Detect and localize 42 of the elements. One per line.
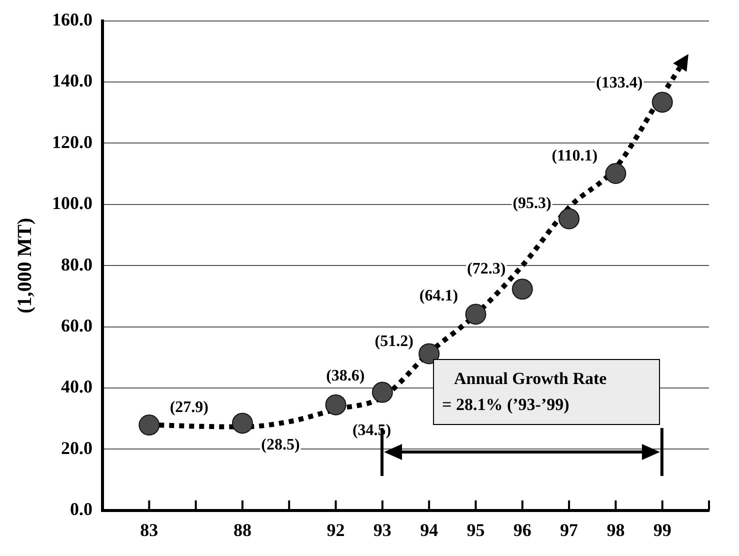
y-tick-label: 80.0 [61, 254, 92, 274]
point [465, 304, 486, 325]
annotation: = 28.1% (’93-’99) [442, 394, 570, 416]
data-label: (133.4) [596, 74, 643, 92]
point [418, 343, 440, 364]
data-label: (51.2) [374, 332, 414, 350]
y-tick-label: 0.0 [70, 499, 92, 520]
data-label: (27.9) [170, 399, 208, 416]
x-tick-label: 92 [326, 520, 345, 540]
point [372, 382, 393, 403]
y-tick-label: 40.0 [61, 376, 92, 397]
y-tick-label: 160.0 [52, 9, 92, 30]
data-label: (72.3) [467, 260, 506, 278]
x-tick-label: 83 [140, 520, 158, 540]
point [558, 208, 580, 230]
y-tick-label: 20.0 [61, 438, 92, 458]
x-tick-label: 95 [466, 520, 485, 540]
y-tick-label: 140.0 [52, 70, 92, 91]
data-label: (95.3) [512, 194, 552, 212]
data-label: (28.5) [261, 436, 300, 454]
y-tick-label: 120.0 [52, 132, 92, 152]
y-tick-label: 60.0 [61, 315, 92, 336]
x-tick-label: 96 [513, 520, 532, 540]
point [138, 414, 160, 436]
x-tick-label: 98 [606, 520, 625, 540]
data-label: (64.1) [419, 287, 458, 304]
x-tick-label: 99 [653, 520, 672, 540]
annotation: Annual Growth Rate [453, 368, 608, 390]
point [512, 278, 533, 300]
point [325, 394, 346, 416]
y-tick-label: 100.0 [52, 193, 92, 214]
point [652, 92, 673, 113]
x-tick-label: 93 [373, 520, 392, 540]
x-tick-label: 88 [233, 520, 252, 540]
point [605, 162, 626, 184]
x-tick-label: 94 [420, 520, 438, 540]
data-label: (110.1) [552, 148, 598, 165]
data-label: (38.6) [326, 367, 365, 384]
point [232, 412, 253, 434]
y-axis-title: (1,000 MT) [14, 218, 36, 314]
note-box: Annual Growth Rate = 28.1% (’93-’99) [433, 358, 660, 425]
x-tick-label: 97 [560, 520, 578, 540]
